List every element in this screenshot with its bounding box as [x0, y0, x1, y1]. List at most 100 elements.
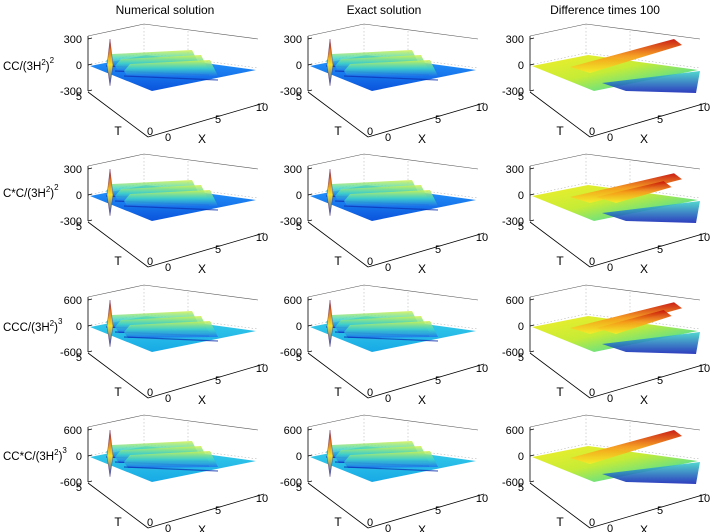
- t-tick-label: 5: [518, 221, 524, 233]
- x-axis: [589, 232, 707, 268]
- t-axis-label: T: [334, 124, 342, 138]
- x-tick-label: 5: [435, 375, 441, 387]
- surface-trough: [123, 336, 219, 342]
- surface-sheet: [532, 55, 698, 91]
- surface-ridge: [344, 60, 438, 77]
- x-tick-label: 10: [476, 493, 488, 505]
- t-axis-label: T: [114, 515, 122, 529]
- x-tick-label: 0: [607, 132, 613, 144]
- z-tick: [87, 350, 93, 353]
- x-tick-label: 5: [435, 114, 441, 126]
- x-axis-label: X: [418, 262, 426, 276]
- surface-spike: [326, 429, 334, 477]
- t-tick-label: 0: [589, 517, 595, 529]
- t-axis-label: T: [114, 124, 122, 138]
- t-axis-label: T: [556, 385, 564, 399]
- surface-trough: [602, 332, 700, 354]
- z-tick: [87, 219, 93, 222]
- z-tick: [87, 37, 93, 40]
- x-tick-label: 5: [435, 244, 441, 256]
- x-tick-label: 0: [607, 393, 613, 405]
- t-tick-label: 5: [76, 352, 82, 364]
- z-tick: [307, 480, 313, 483]
- box-back-edge: [529, 153, 701, 170]
- z-tick-label: -300: [280, 86, 302, 98]
- surface-trough: [123, 205, 219, 211]
- x-tick-label: 10: [256, 232, 268, 244]
- z-tick-label: -300: [60, 86, 82, 98]
- z-tick-label: 300: [284, 34, 302, 46]
- box-gridline: [585, 52, 701, 69]
- t-axis-label: T: [556, 254, 564, 268]
- surface-trough: [343, 205, 439, 211]
- t-axis-label: T: [114, 385, 122, 399]
- x-tick-label: 0: [385, 132, 391, 144]
- surface-ridge: [570, 430, 682, 464]
- t-axis: [307, 352, 369, 399]
- x-tick-label: 5: [215, 114, 221, 126]
- z-tick-label: -300: [502, 216, 524, 228]
- z-tick-label: 300: [506, 34, 524, 46]
- z-tick-label: 0: [518, 60, 524, 72]
- z-tick-label: 600: [506, 425, 524, 437]
- z-tick: [87, 63, 93, 66]
- z-tick-label: -300: [502, 86, 524, 98]
- t-axis-label: T: [556, 515, 564, 529]
- z-tick: [529, 480, 535, 483]
- z-tick: [87, 428, 93, 431]
- t-tick-label: 5: [76, 91, 82, 103]
- x-axis: [589, 102, 707, 138]
- z-tick-label: 0: [296, 60, 302, 72]
- t-tick-label: 0: [589, 256, 595, 268]
- t-axis: [529, 482, 591, 529]
- box-back-edge: [307, 414, 479, 431]
- x-tick-label: 0: [165, 132, 171, 144]
- x-axis: [147, 363, 265, 399]
- surface-trough: [123, 466, 219, 472]
- z-tick: [307, 167, 313, 170]
- t-axis-label: T: [114, 254, 122, 268]
- z-tick-label: -600: [280, 477, 302, 489]
- x-tick-label: 5: [657, 244, 663, 256]
- t-axis: [87, 221, 149, 268]
- x-tick-label: 0: [385, 262, 391, 274]
- x-axis-label: X: [418, 132, 426, 146]
- z-tick-label: -600: [502, 477, 524, 489]
- z-tick: [307, 37, 313, 40]
- x-tick-label: 10: [698, 232, 710, 244]
- t-tick-label: 5: [296, 221, 302, 233]
- z-tick: [87, 298, 93, 301]
- surface-ridge: [124, 451, 218, 468]
- z-tick-label: 0: [296, 451, 302, 463]
- z-tick-label: -600: [280, 347, 302, 359]
- t-tick-label: 5: [296, 352, 302, 364]
- box-back-edge: [87, 414, 259, 431]
- x-axis-label: X: [418, 393, 426, 407]
- box-back-edge: [307, 153, 479, 170]
- row-label-2: C*C/(3H2)2: [3, 183, 59, 200]
- surface-trough: [343, 466, 439, 472]
- z-tick-label: 600: [64, 425, 82, 437]
- t-tick-label: 0: [147, 126, 153, 138]
- z-tick-label: 600: [64, 295, 82, 307]
- z-tick: [307, 350, 313, 353]
- box-back-edge: [87, 284, 259, 301]
- x-tick-label: 10: [256, 493, 268, 505]
- t-axis: [529, 91, 591, 138]
- z-tick-label: 300: [284, 164, 302, 176]
- box-gridline: [529, 443, 587, 457]
- x-tick-label: 0: [385, 393, 391, 405]
- t-tick-label: 0: [589, 126, 595, 138]
- x-axis: [589, 363, 707, 399]
- z-tick-label: 0: [76, 321, 82, 333]
- z-tick-label: 600: [284, 425, 302, 437]
- z-tick: [529, 167, 535, 170]
